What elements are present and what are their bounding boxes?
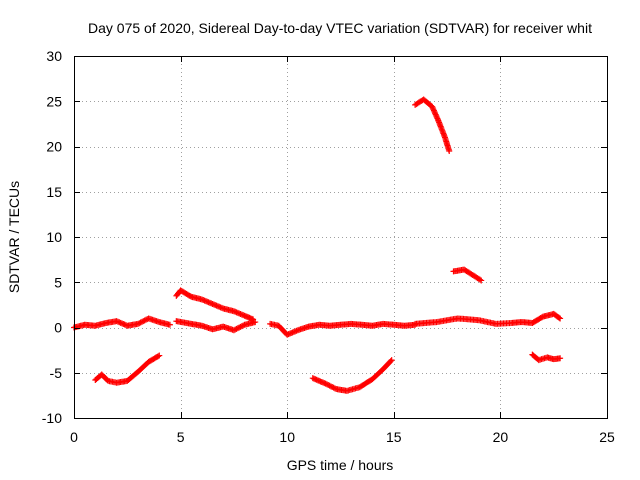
data-point bbox=[322, 380, 329, 387]
data-point bbox=[237, 323, 244, 330]
y-tick-label: 15 bbox=[46, 184, 62, 200]
data-point bbox=[557, 355, 564, 362]
axes: 0 5 10 15 20 25 -10 -5 0 5 10 15 20 25 30 bbox=[42, 48, 615, 445]
series-arc-baseline-1 bbox=[71, 315, 173, 331]
data-point bbox=[240, 322, 247, 329]
grid-lines bbox=[74, 56, 607, 418]
data-point bbox=[234, 325, 241, 332]
y-tick-label: 20 bbox=[46, 139, 62, 155]
data-point bbox=[476, 276, 483, 283]
data-point bbox=[331, 385, 338, 392]
x-tick-label: 15 bbox=[386, 429, 402, 445]
data-point bbox=[140, 318, 147, 325]
data-point bbox=[238, 323, 245, 330]
data-point bbox=[156, 352, 163, 359]
data-point bbox=[136, 320, 143, 327]
data-point bbox=[556, 314, 563, 321]
data-point bbox=[233, 325, 240, 332]
data-point bbox=[329, 384, 336, 391]
x-tick-label: 20 bbox=[493, 429, 509, 445]
x-tick-label: 10 bbox=[279, 429, 295, 445]
chart-title: Day 075 of 2020, Sidereal Day-to-day VTE… bbox=[88, 20, 592, 36]
x-tick-label: 25 bbox=[599, 429, 615, 445]
y-tick-label: -5 bbox=[50, 365, 63, 381]
series-arc-mid-18h bbox=[450, 266, 485, 284]
data-point bbox=[327, 383, 334, 390]
series-arc-low-2 bbox=[309, 357, 395, 394]
y-tick-label: 25 bbox=[46, 93, 62, 109]
data-point bbox=[388, 357, 395, 364]
data-point bbox=[134, 320, 141, 327]
y-axis-label: SDTVAR / TECUs bbox=[6, 181, 22, 293]
series-arc-peak-16h bbox=[412, 96, 453, 155]
y-tick-label: 5 bbox=[54, 274, 62, 290]
series-arc-baseline-3 bbox=[267, 320, 419, 338]
data-point bbox=[446, 148, 453, 155]
data-point bbox=[137, 319, 144, 326]
y-tick-label: 10 bbox=[46, 229, 62, 245]
data-point bbox=[230, 327, 237, 334]
y-tick-label: 0 bbox=[54, 320, 62, 336]
data-point bbox=[330, 384, 337, 391]
data-point bbox=[138, 318, 145, 325]
data-point bbox=[323, 381, 330, 388]
data-point bbox=[557, 315, 564, 322]
data-point bbox=[252, 319, 259, 326]
y-tick-label: -10 bbox=[42, 410, 62, 426]
data-point bbox=[387, 358, 394, 365]
x-tick-label: 0 bbox=[70, 429, 78, 445]
data-point bbox=[155, 353, 162, 360]
data-points bbox=[71, 96, 564, 394]
data-point bbox=[232, 326, 239, 333]
data-point bbox=[236, 324, 243, 331]
data-point bbox=[478, 277, 485, 284]
y-tick-label: 30 bbox=[46, 48, 62, 64]
series-arc-low-3 bbox=[529, 351, 564, 364]
series-arc-rise-5h bbox=[173, 287, 257, 323]
data-point bbox=[142, 316, 149, 323]
series-arc-baseline-2 bbox=[173, 318, 259, 334]
x-tick-label: 5 bbox=[177, 429, 185, 445]
data-point bbox=[166, 321, 173, 328]
data-point bbox=[325, 381, 332, 388]
data-point bbox=[326, 382, 333, 389]
series-arc-baseline-4 bbox=[412, 310, 564, 327]
x-axis-label: GPS time / hours bbox=[287, 457, 394, 473]
data-point bbox=[141, 317, 148, 324]
series-arc-low-1 bbox=[92, 352, 163, 386]
